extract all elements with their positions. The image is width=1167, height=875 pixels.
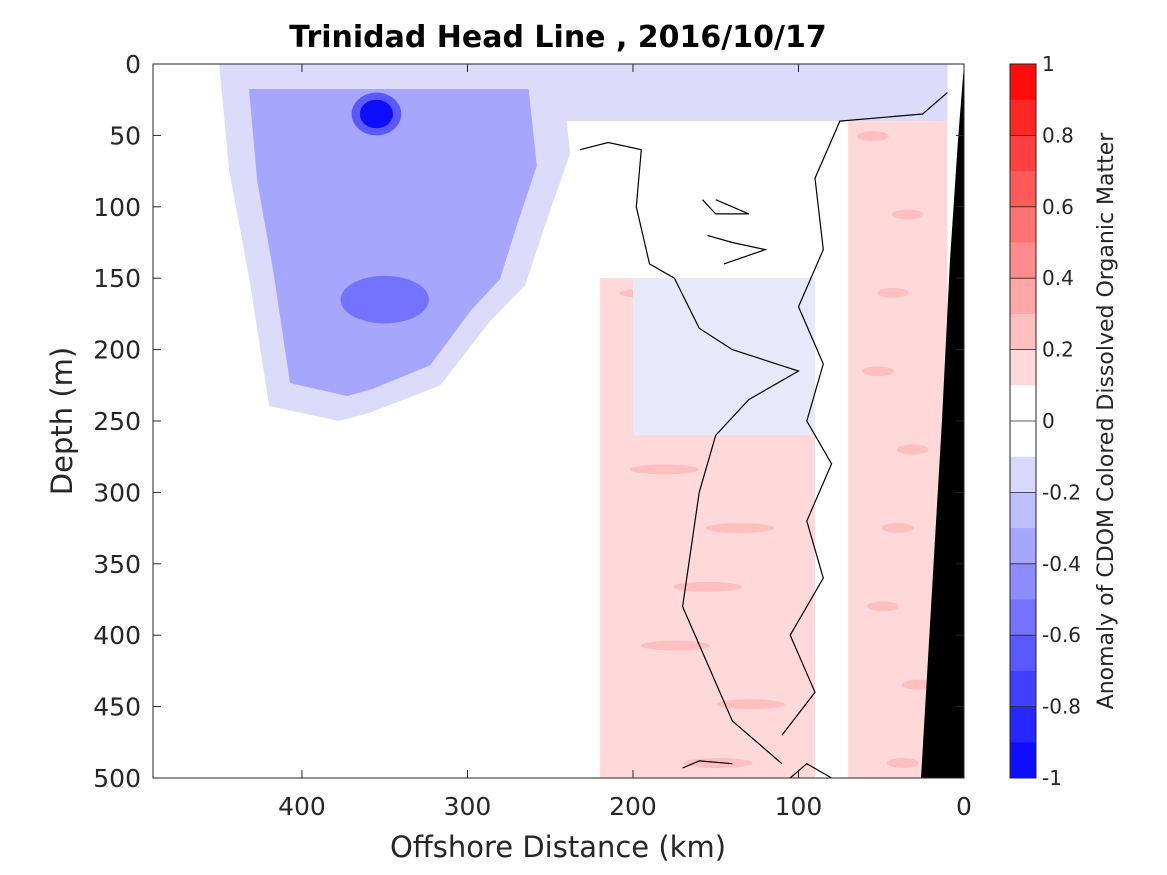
y-tick-label: 400	[93, 621, 141, 650]
anomaly-band	[630, 464, 699, 475]
colorbar-tick-label: 0.8	[1042, 123, 1074, 147]
colorbar-segment	[1010, 206, 1036, 243]
anomaly-band	[876, 287, 909, 298]
y-tick-label: 0	[125, 50, 141, 79]
zero-contour-closed-2	[707, 234, 768, 265]
x-tick-label: 200	[609, 792, 657, 821]
colorbar-segment	[1010, 99, 1036, 136]
seafloor-bathymetry	[921, 64, 964, 778]
y-tick-label: 500	[93, 764, 141, 793]
y-axis-label: Depth (m)	[45, 347, 79, 495]
colorbar-tick-label: 0	[1042, 409, 1055, 433]
x-axis-label: Offshore Distance (km)	[390, 830, 726, 864]
anomaly-band	[881, 522, 914, 533]
colorbar-segment	[1010, 349, 1036, 386]
colorbar-segment	[1010, 563, 1036, 600]
x-axis: 400 300 200 100 0	[278, 64, 972, 821]
y-tick-label: 150	[93, 264, 141, 293]
anomaly-region-negative-mid	[632, 278, 816, 436]
colorbar-segment	[1010, 421, 1036, 458]
anomaly-band	[716, 699, 785, 710]
colorbar-segment	[1010, 135, 1036, 172]
colorbar-segment	[1010, 242, 1036, 279]
y-tick-label: 300	[93, 478, 141, 507]
colorbar-tick-label: 0.2	[1042, 338, 1074, 362]
colorbar-segment	[1010, 635, 1036, 672]
anomaly-band	[673, 581, 742, 592]
anomaly-core	[340, 275, 429, 324]
x-tick-label: 300	[444, 792, 492, 821]
anomaly-field	[219, 64, 948, 778]
colorbar-segment	[1010, 171, 1036, 208]
colorbar-segment	[1010, 278, 1036, 315]
x-tick-label: 100	[775, 792, 823, 821]
y-axis: 0 50 100 150 200 250 300 350 400 450 500	[93, 50, 964, 793]
colorbar-segment	[1010, 492, 1036, 529]
anomaly-band	[886, 758, 919, 768]
anomaly-region-negative-shallow	[550, 64, 948, 122]
colorbar-segment	[1010, 706, 1036, 743]
colorbar-tick-label: -0.2	[1042, 480, 1081, 504]
colorbar: 1 0.8 0.6 0.4 0.2 0 -0.2 -0.4 -0.6 -0.8 -1	[1009, 52, 1081, 790]
anomaly-band	[891, 209, 924, 220]
plot-area	[153, 64, 964, 778]
anomaly-band	[640, 640, 710, 651]
anomaly-core	[359, 99, 393, 129]
anomaly-band	[705, 523, 775, 534]
zero-contour-east	[781, 92, 948, 736]
colorbar-tick-label: 0.6	[1042, 195, 1074, 219]
anomaly-band	[896, 444, 929, 455]
y-tick-label: 350	[93, 550, 141, 579]
zero-contour-closed	[702, 199, 750, 215]
colorbar-segment	[1010, 599, 1036, 636]
y-tick-label: 250	[93, 407, 141, 436]
x-tick-label: 0	[956, 792, 972, 821]
zero-contour-bottom-west	[682, 760, 733, 769]
y-tick-label: 100	[93, 193, 141, 222]
colorbar-tick-label: 1	[1042, 52, 1055, 76]
zero-contour-west	[579, 141, 800, 765]
anomaly-band	[901, 679, 934, 690]
colorbar-tick-label: -0.6	[1042, 623, 1081, 647]
colorbar-segment	[1010, 742, 1036, 779]
colorbar-tick-label: -0.4	[1042, 552, 1081, 576]
y-tick-label: 200	[93, 336, 141, 365]
colorbar-segment	[1010, 670, 1036, 708]
anomaly-band	[867, 601, 899, 612]
zero-contours	[579, 92, 948, 778]
colorbar-segment	[1010, 313, 1036, 351]
colorbar-tick-label: -0.8	[1042, 695, 1081, 719]
colorbar-tick-label: -1	[1042, 766, 1062, 790]
colorbar-label: Anomaly of CDOM Colored Dissolved Organi…	[1094, 132, 1119, 710]
x-tick-label: 400	[278, 792, 326, 821]
colorbar-segment	[1010, 64, 1036, 101]
y-tick-label: 450	[93, 693, 141, 722]
colorbar-tick-label: 0.4	[1042, 266, 1074, 290]
anomaly-band	[857, 131, 889, 142]
colorbar-segment	[1010, 456, 1036, 493]
anomaly-region-negative-inner	[248, 88, 537, 397]
chart-title: Trinidad Head Line , 2016/10/17	[289, 20, 826, 55]
colorbar-segment	[1010, 528, 1036, 565]
y-tick-label: 50	[109, 121, 141, 150]
anomaly-band	[862, 366, 894, 377]
zero-contour-bottom	[789, 762, 832, 778]
colorbar-segment	[1010, 385, 1036, 422]
